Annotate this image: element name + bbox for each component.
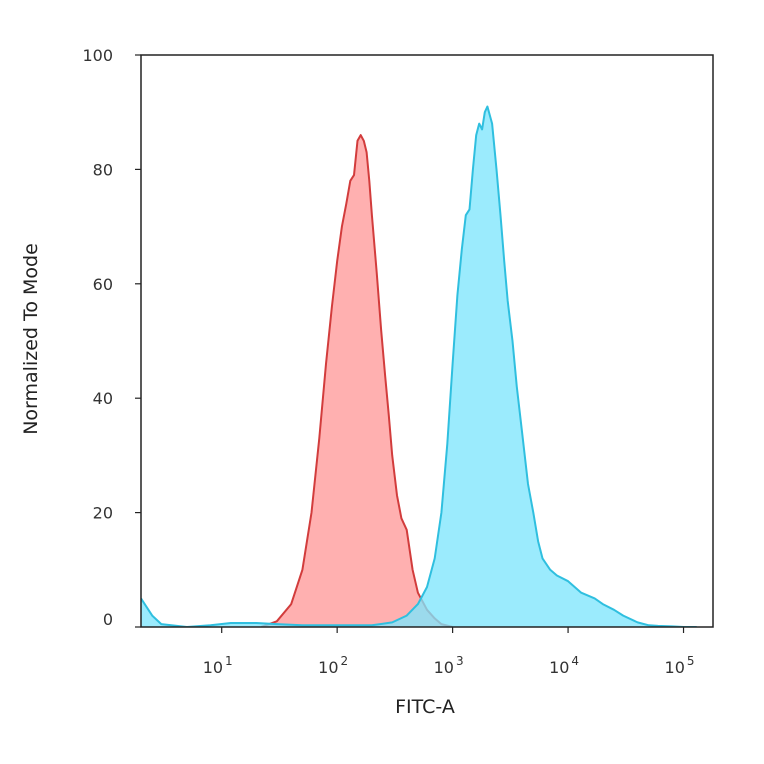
histogram-series-1-outline (260, 134, 453, 627)
x-tick-label: 10 5 (665, 654, 695, 677)
histogram-series-2-outline (141, 105, 697, 627)
x-axis-ticks: 10 1 10 2 10 3 10 4 10 5 (203, 627, 695, 677)
x-tick-label: 10 1 (203, 654, 233, 677)
y-tick-label: 40 (93, 389, 113, 408)
histogram-series-2-area (141, 106, 697, 627)
y-tick-label: 0 (103, 610, 113, 629)
y-axis-title: Normalized To Mode (20, 243, 42, 435)
y-tick-label: 20 (93, 504, 113, 523)
plot-frame (140, 54, 714, 628)
histogram-series-1-area (261, 135, 453, 627)
plot-area (141, 105, 697, 627)
y-tick-label: 80 (93, 160, 113, 179)
y-axis-ticks: 0 20 40 60 80 100 (82, 46, 141, 629)
y-tick-label: 60 (93, 275, 113, 294)
y-tick-label: 100 (82, 46, 113, 65)
x-tick-label: 10 4 (549, 654, 579, 677)
x-tick-label: 10 2 (318, 654, 348, 677)
x-axis-title: FITC-A (395, 696, 455, 718)
x-tick-label: 10 3 (434, 654, 464, 677)
